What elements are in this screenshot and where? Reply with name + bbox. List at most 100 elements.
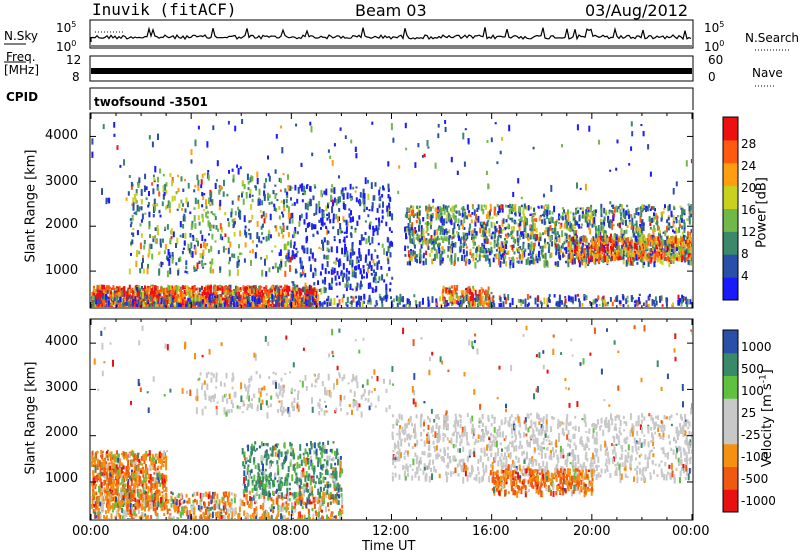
power-cell (306, 296, 309, 300)
power-cell (660, 211, 663, 216)
power-cell (675, 217, 678, 220)
power-cell (100, 291, 103, 298)
power-cell (265, 212, 268, 218)
power-cell (496, 203, 499, 208)
power-cell (228, 256, 231, 262)
power-cell (650, 248, 653, 252)
power-cell (690, 213, 692, 218)
power-cell (656, 215, 659, 222)
power-cell (433, 238, 435, 242)
power-cell (275, 225, 278, 232)
power-cell (198, 260, 201, 264)
power-cell (206, 243, 209, 247)
power-cell (471, 253, 473, 259)
power-cell (217, 228, 220, 232)
power-cell (219, 233, 222, 240)
power-cell (346, 221, 349, 227)
power-cell (183, 213, 186, 217)
power-cell (351, 249, 354, 256)
power-cell (547, 227, 550, 232)
power-cell (251, 240, 254, 243)
power-cell (649, 222, 652, 226)
power-cell (256, 304, 259, 307)
power-cell (453, 261, 456, 266)
power-cell (338, 281, 341, 286)
power-cell (566, 220, 569, 228)
power-cell (472, 243, 475, 246)
power-cell (432, 243, 435, 249)
power-cell (369, 242, 372, 246)
power-cell (522, 206, 525, 211)
power-cell (205, 211, 208, 218)
power-cell (526, 257, 529, 264)
power-cell (138, 290, 140, 297)
power-cell (228, 306, 231, 307)
power-cell (690, 253, 692, 258)
power-cell (621, 204, 623, 210)
power-cell (480, 287, 483, 291)
power-cell (169, 267, 172, 275)
power-cell (626, 224, 629, 228)
power-cell (288, 256, 290, 263)
power-cell (151, 305, 154, 307)
power-cell (586, 211, 589, 216)
power-cell (512, 261, 515, 268)
power-cell (472, 231, 475, 237)
power-cell (488, 294, 491, 300)
power-cell (366, 271, 368, 279)
power-cell (184, 287, 187, 290)
power-cell (148, 211, 151, 218)
power-cell (470, 219, 473, 224)
power-cell (666, 225, 668, 233)
power-cell (602, 295, 605, 300)
power-cell (493, 211, 496, 216)
power-cell (208, 249, 210, 253)
power-cell (130, 241, 133, 245)
power-cell (107, 297, 110, 300)
power-cell (651, 217, 654, 223)
power-cell (285, 243, 288, 251)
power-cell (265, 178, 267, 183)
power-cell (138, 302, 141, 307)
power-cell (369, 298, 372, 305)
power-cell (562, 251, 565, 254)
power-cell (585, 247, 588, 253)
power-cell (295, 253, 298, 258)
power-cell (477, 300, 480, 307)
power-cell (197, 203, 200, 209)
power-cell (660, 253, 663, 260)
power-cell (591, 218, 594, 224)
power-cell (358, 295, 360, 302)
power-cell (178, 303, 181, 307)
power-cell (238, 305, 241, 307)
nsky-tick-bottom-right: 100 (704, 39, 725, 54)
power-cell (488, 250, 491, 254)
power-cell (465, 243, 467, 246)
power-cell (584, 261, 587, 269)
power-cell (111, 291, 114, 298)
power-cell (354, 228, 357, 233)
power-cell (498, 258, 501, 265)
power-cell (594, 260, 597, 265)
power-cell (284, 284, 287, 290)
power-cell (200, 184, 203, 189)
power-cell (265, 296, 268, 299)
power-cell (306, 247, 309, 254)
power-cell (383, 279, 386, 283)
power-cell (442, 298, 445, 304)
power-cell (612, 246, 614, 252)
power-cell (356, 220, 359, 226)
power-cell (681, 298, 684, 304)
power-cell (279, 296, 281, 302)
power-cell (408, 228, 411, 236)
power-cell (406, 261, 409, 266)
power-cell (336, 295, 339, 298)
power-cell (690, 237, 692, 242)
power-cell (519, 299, 522, 303)
power-cell (106, 290, 109, 294)
power-cell (228, 303, 231, 307)
power-cell (581, 211, 584, 215)
power-cell (239, 230, 242, 237)
power-cell (421, 239, 424, 246)
power-cell (628, 214, 631, 220)
